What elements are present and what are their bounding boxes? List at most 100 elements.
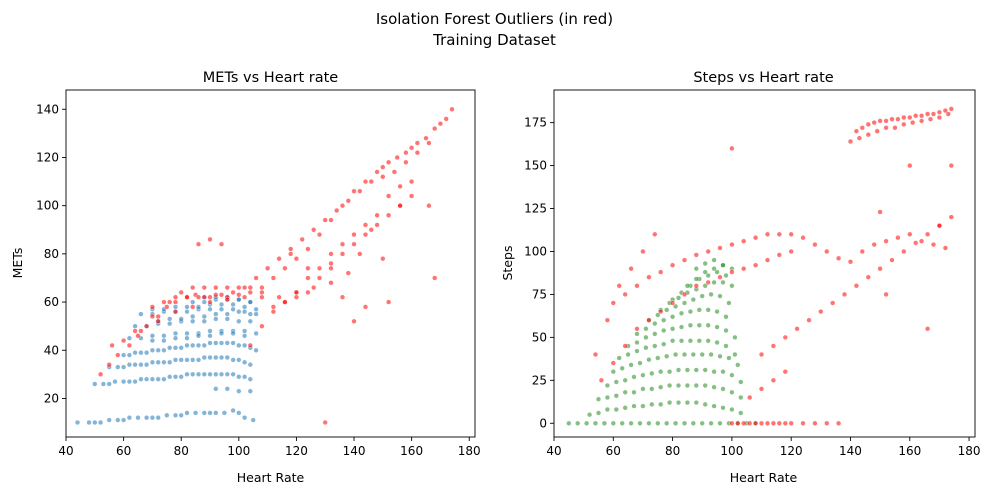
- inlier-point: [726, 355, 732, 361]
- inlier-point: [178, 316, 184, 322]
- x-tick-label: 40: [58, 444, 73, 458]
- inlier-point: [115, 417, 121, 423]
- suptitle-line1: Isolation Forest Outliers (in red): [376, 10, 613, 28]
- inlier-point: [610, 420, 616, 426]
- outlier-point: [782, 420, 788, 426]
- outlier-point: [788, 248, 794, 255]
- outlier-point: [948, 214, 954, 220]
- outlier-point: [717, 274, 723, 280]
- x-axis-ticks: 40 60 80 100 120 140 160 180: [546, 437, 981, 458]
- outlier-point: [948, 163, 954, 169]
- outlier-point: [172, 309, 179, 315]
- inlier-point: [732, 334, 738, 341]
- outlier-point: [652, 231, 658, 237]
- inlier-point: [717, 353, 723, 359]
- outlier-point: [190, 304, 196, 310]
- outlier-point: [242, 285, 248, 291]
- inlier-point: [195, 371, 202, 377]
- outlier-point: [334, 207, 340, 214]
- x-axis-ticks: 40 60 80 100 120 140 160 180: [58, 437, 481, 458]
- outlier-point: [646, 274, 652, 280]
- inlier-point: [242, 415, 248, 421]
- inlier-point: [149, 376, 156, 382]
- inlier-point: [190, 313, 196, 320]
- inlier-point: [190, 342, 196, 349]
- inlier-point: [592, 420, 599, 426]
- inlier-point: [622, 377, 628, 383]
- inlier-point: [702, 269, 708, 275]
- outlier-point: [764, 257, 771, 263]
- x-axis-label: Heart Rate: [730, 470, 798, 485]
- inlier-point: [681, 300, 688, 306]
- outlier-point: [437, 121, 444, 127]
- inlier-point: [622, 405, 628, 411]
- inlier-point: [604, 406, 611, 413]
- outlier-point: [859, 248, 865, 255]
- outlier-point: [109, 342, 115, 349]
- outlier-point: [270, 309, 277, 315]
- inlier-point: [184, 335, 190, 341]
- inlier-point: [664, 307, 670, 313]
- outlier-point: [293, 294, 300, 300]
- inlier-point: [714, 309, 720, 315]
- inlier-point: [161, 338, 167, 344]
- inlier-point: [193, 410, 199, 416]
- outlier-point: [115, 352, 121, 358]
- inlier-point: [655, 312, 661, 318]
- inlier-point: [167, 316, 173, 322]
- outlier-point: [155, 313, 161, 320]
- inlier-point: [247, 318, 253, 324]
- outlier-point: [357, 251, 363, 257]
- inlier-point: [693, 382, 699, 389]
- inlier-point: [218, 330, 225, 337]
- inlier-point: [120, 379, 127, 385]
- x-tick-label: 120: [285, 444, 308, 458]
- inlier-point: [178, 345, 184, 351]
- inlier-point: [702, 283, 708, 289]
- inlier-point: [236, 357, 242, 363]
- inlier-point: [622, 389, 628, 395]
- inlier-point: [619, 365, 625, 371]
- outlier-point: [403, 159, 409, 165]
- outlier-point: [871, 242, 877, 248]
- outlier-point: [351, 318, 357, 324]
- inlier-point: [696, 307, 702, 313]
- outlier-point: [339, 203, 346, 209]
- outlier-point: [945, 111, 951, 117]
- outlier-point: [351, 241, 357, 247]
- x-tick-label: 60: [606, 444, 621, 458]
- outlier-point: [374, 212, 380, 218]
- inlier-point: [213, 371, 219, 377]
- inlier-point: [664, 420, 670, 426]
- outlier-point: [835, 420, 842, 426]
- outlier-point: [328, 217, 334, 223]
- outlier-point: [242, 294, 248, 300]
- outlier-point: [374, 222, 380, 228]
- outlier-point: [604, 317, 611, 323]
- inlier-point: [708, 291, 714, 298]
- inlier-point: [658, 384, 664, 390]
- outlier-point: [658, 269, 664, 275]
- outlier-point: [865, 121, 871, 128]
- outlier-point: [270, 275, 277, 281]
- outlier-point: [913, 113, 919, 119]
- inlier-point: [132, 379, 138, 385]
- inlier-point: [207, 340, 213, 346]
- y-tick-label: 125: [524, 202, 547, 216]
- inlier-point: [242, 333, 248, 339]
- outlier-point: [305, 246, 311, 252]
- outlier-point: [288, 251, 294, 257]
- scatter-points: [74, 106, 455, 426]
- outlier-point: [800, 235, 806, 241]
- inlier-point: [172, 304, 179, 310]
- inlier-point: [625, 351, 631, 358]
- inlier-point: [120, 417, 127, 423]
- inlier-point: [705, 272, 711, 279]
- inlier-point: [669, 326, 676, 332]
- inlier-point: [640, 403, 646, 409]
- inlier-point: [628, 362, 634, 368]
- inlier-point: [164, 412, 170, 418]
- inlier-point: [112, 379, 118, 385]
- inlier-point: [738, 394, 744, 401]
- inlier-point: [178, 374, 184, 380]
